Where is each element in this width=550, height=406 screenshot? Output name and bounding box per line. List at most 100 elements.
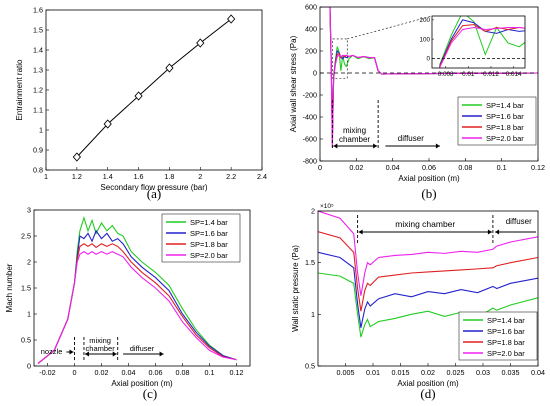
panel-d-series-line [318,211,538,296]
panel-c-legend-label: SP=2.0 bar [190,251,228,260]
panel-a-y-tick-label: 1.3 [33,66,43,75]
panel-d-x-label: Axial position (m) [397,379,459,388]
panel-d: 0.005 0.01 0.015 0.02 0.025 0.03 0.035 0.04 0.5 1… [291,203,545,401]
panel-b-inset-x-tick-label: 0.008 [438,71,454,78]
panel-d-y-tick-label: 2 [311,207,315,216]
panel-d-arrow-left-head [358,229,363,235]
panel-b-x-tick-label: 0.1 [497,163,507,172]
panel-b-x-tick-label: 0.12 [531,163,545,172]
panel-d-y-tick-label: 1.5 [305,258,315,267]
panel-a-x-tick-label: 1.6 [134,172,144,181]
panel-c-y-tick-label: 0.5 [21,336,31,345]
panel-c-legend-label: SP=1.4 bar [190,218,228,227]
panel-a-y-tick-label: 1.1 [33,106,43,115]
panel-d-legend-label: SP=1.8 bar [487,338,525,347]
panel-a-y-tick-label: 1.6 [33,6,43,15]
panel-a-marker [72,152,81,162]
panel-c-arrow-diffuser-head [159,351,164,357]
panel-c-arrow-right-head [112,351,117,357]
panel-c-annotation-diffuser: diffuser [130,344,155,353]
panel-a-marker [196,38,205,48]
panel-b-x-tick-label: 0.08 [458,163,472,172]
panel-b-inset-x-tick-label: 0.01 [462,71,475,78]
panel-c: -0.02 0 0.02 0.04 0.06 0.08 0.1 0.12 0 0.5 1 1.5 2 2.… [5,206,251,401]
panel-b-inset-background [432,16,525,68]
panel-b-x-label: Axial position (m) [398,174,460,183]
panel-d-y-tick-label: 0.5 [305,362,315,371]
panel-a-y-tick-label: 0.8 [33,166,43,175]
panel-b-zoom-connector [347,15,433,40]
panel-c-y-tick-label: 2 [27,258,31,267]
panel-b-inset-y-tick-label: 0 [426,56,430,63]
panel-d-x-tick-label: 0.035 [502,368,520,377]
panel-c-y-tick-label: 2.5 [21,232,31,241]
panel-b-inset-y-tick-label: 200 [419,17,430,24]
panel-a-marker [165,63,174,73]
panel-d-arrow-right-head [487,229,492,235]
panel-c-x-tick-label: 0.06 [149,368,163,377]
panel-c-x-tick-label: 0.08 [176,368,190,377]
panel-b-caption: (b) [421,186,436,201]
panel-c-y-tick-label: 0 [27,362,31,371]
panel-a-x-tick-label: 2.4 [257,172,267,181]
panel-d-x-tick-label: 0.02 [421,368,435,377]
panel-b-x-tick-label: 0.06 [422,163,436,172]
panel-c-y-label: Mach number [5,263,14,312]
panel-b-inset-x-tick-label: 0.014 [506,71,522,78]
panel-b-arrow-right-head [373,143,378,149]
panel-c-x-tick-label: 0.04 [122,368,136,377]
panel-b-y-tick-label: -200 [303,91,317,100]
panel-b-y-label: Axial wall shear stress (Pa) [289,35,298,132]
panel-b-y-tick-label: 0 [313,69,317,78]
panel-d-series-line [318,231,538,312]
panel-b-inset-axes-box [431,15,526,69]
panel-b-arrow-diffuser-head [435,143,440,149]
panel-b-legend-label: SP=1.4 bar [486,101,524,110]
panel-c-legend-label: SP=1.8 bar [190,240,228,249]
panel-d-legend-label: SP=2.0 bar [487,349,525,358]
panel-d-annotation-mixing-chamber: mixing chamber [395,219,455,229]
panel-a-y-tick-label: 1.2 [33,86,43,95]
panel-d-y-label: Wall static pressure (Pa) [291,245,300,332]
panel-a-x-label: Secondary flow pressure (bar) [100,183,207,192]
panel-c-x-tick-label: 0 [73,368,77,377]
panel-c-y-tick-label: 3 [27,206,31,215]
panel-a-y-label: Entrainment ratio [15,59,24,120]
panel-b-annotation-mixing: mixing [343,126,366,135]
panel-b-x-tick-label: 0.04 [386,163,400,172]
panel-d-caption: (d) [420,386,435,401]
panel-d-x-tick-label: 0.03 [476,368,490,377]
panel-a-axes-box [45,9,263,171]
panel-b-zoom-box [332,38,348,79]
panel-d-y-tick-label: 1 [311,310,315,319]
panel-a-y-tick-label: 1.5 [33,26,43,35]
panel-b-inset-y-tick-label: 100 [419,36,430,43]
panel-b: 0 0.02 0.04 0.06 0.08 0.1 0.12 -800 -600 -400 -200… [289,3,545,202]
panel-d-x-tick-label: 0.005 [337,368,355,377]
panel-a-y-tick-label: 0.9 [33,146,43,155]
panel-b-arrow-left-head [333,143,338,149]
panel-b-legend-label: SP=1.8 bar [486,123,524,132]
panel-b-x-tick-label: 0 [318,163,322,172]
panel-b-legend-label: SP=2.0 bar [486,134,524,143]
panel-b-legend-label: SP=1.6 bar [486,112,524,121]
panel-c-arrow-nozzle-head [69,349,74,355]
panel-b-y-tick-label: 200 [305,47,317,56]
panel-c-annotation-chamber: chamber [86,344,116,353]
panel-a: 1 1.2 1.4 1.6 1.8 2 2.2 2.4 0.8 0.9 1 1.1 1.2 1.3 1.4 1… [15,6,267,202]
panel-a-caption: (a) [147,186,161,201]
panel-b-y-tick-label: -400 [303,113,317,122]
panel-a-y-tick-label: 1.4 [33,46,43,55]
panel-c-series-line [37,250,237,364]
panel-b-x-tick-label: 0.02 [349,163,363,172]
panel-c-x-label: Axial position (m) [111,379,173,388]
panel-d-series-line [318,272,538,338]
panel-a-x-tick-label: 1.8 [164,172,174,181]
panel-d-legend-label: SP=1.6 bar [487,327,525,336]
panel-b-y-tick-label: 400 [305,25,317,34]
panel-a-marker [227,14,236,24]
panel-d-x-tick-label: 0.04 [531,368,545,377]
panel-a-x-tick-label: 1.2 [72,172,82,181]
panel-c-legend-label: SP=1.6 bar [190,229,228,238]
